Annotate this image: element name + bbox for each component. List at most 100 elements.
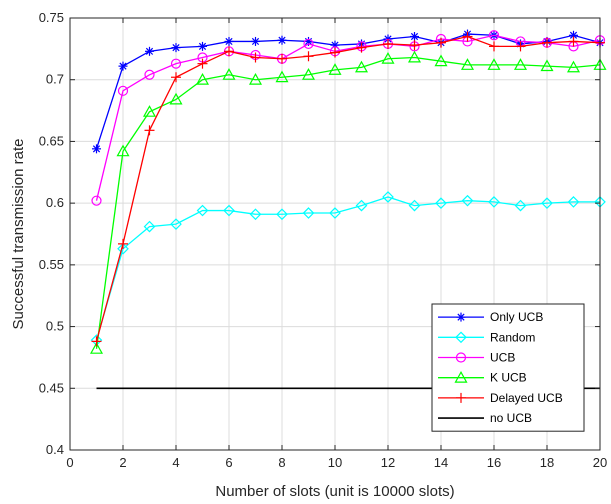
- x-axis-title: Number of slots (unit is 10000 slots): [215, 483, 454, 500]
- data-point-circle: [91, 195, 102, 206]
- x-tick-label: 8: [278, 455, 285, 470]
- data-point-plus: [118, 238, 128, 249]
- data-point-triangle: [566, 60, 581, 73]
- x-tick-label: 0: [66, 455, 73, 470]
- x-tick-label: 10: [328, 455, 342, 470]
- y-tick-label: 0.75: [39, 10, 64, 25]
- legend-label: Only UCB: [490, 310, 543, 324]
- series-k-ucb: [89, 50, 607, 354]
- data-point-plus: [383, 38, 393, 49]
- data-point-diamond: [461, 194, 474, 207]
- data-point-diamond: [117, 242, 129, 255]
- legend-item: Random: [438, 330, 535, 344]
- data-point-diamond: [514, 199, 527, 212]
- data-point-circle: [144, 69, 155, 80]
- data-point-diamond: [382, 191, 394, 203]
- x-tick-label: 16: [487, 455, 501, 470]
- legend-label: Random: [490, 330, 535, 344]
- x-tick-label: 6: [225, 455, 232, 470]
- data-point-triangle: [513, 58, 528, 70]
- data-point-asterisk: [277, 35, 287, 45]
- legend-item: Only UCB: [438, 310, 543, 324]
- data-point-asterisk: [92, 144, 101, 154]
- x-tick-label: 14: [434, 455, 448, 470]
- series-line: [95, 56, 601, 349]
- data-point-triangle: [116, 144, 130, 157]
- data-point-asterisk: [224, 36, 234, 46]
- x-tick-label: 20: [593, 455, 607, 470]
- y-tick-label: 0.5: [46, 319, 64, 334]
- data-point-plus: [568, 36, 579, 47]
- y-axis-title: Successful transmission rate: [10, 139, 27, 330]
- x-tick-label: 2: [119, 455, 126, 470]
- data-point-triangle: [540, 59, 554, 72]
- data-point-circle: [303, 38, 314, 50]
- legend-label: K UCB: [490, 371, 527, 385]
- data-point-diamond: [541, 197, 553, 209]
- series-layer: [89, 29, 607, 390]
- data-point-asterisk: [251, 36, 260, 46]
- data-point-triangle: [454, 370, 468, 383]
- data-point-asterisk: [410, 32, 419, 42]
- legend-label: no UCB: [490, 411, 532, 425]
- data-point-circle: [455, 352, 467, 363]
- y-tick-label: 0.4: [46, 442, 64, 457]
- data-point-plus: [277, 53, 287, 64]
- data-point-triangle: [222, 68, 236, 80]
- legend-item: Delayed UCB: [438, 391, 563, 405]
- data-point-triangle: [248, 72, 263, 85]
- data-point-plus: [224, 46, 234, 57]
- data-point-triangle: [169, 92, 183, 105]
- data-point-diamond: [249, 208, 262, 221]
- legend-item: UCB: [438, 351, 515, 365]
- data-point-triangle: [89, 342, 104, 354]
- data-point-triangle: [354, 60, 369, 73]
- data-point-plus: [303, 51, 314, 62]
- data-point-plus: [197, 58, 208, 69]
- x-tick-label: 18: [540, 455, 554, 470]
- data-point-plus: [462, 31, 473, 42]
- data-point-diamond: [302, 207, 315, 219]
- data-point-plus: [456, 392, 466, 403]
- y-tick-label: 0.55: [39, 257, 64, 272]
- legend-item: K UCB: [438, 371, 527, 385]
- data-point-plus: [542, 37, 552, 48]
- data-point-plus: [356, 42, 367, 53]
- data-point-plus: [409, 40, 420, 51]
- data-point-triangle: [328, 63, 342, 75]
- y-tick-label: 0.7: [46, 72, 64, 87]
- data-point-triangle: [142, 105, 157, 117]
- data-point-circle: [488, 30, 500, 41]
- data-point-asterisk: [198, 41, 207, 51]
- data-point-plus: [250, 52, 261, 63]
- data-point-circle: [170, 58, 182, 69]
- data-point-diamond: [329, 207, 341, 219]
- data-point-asterisk: [456, 312, 466, 322]
- legend: Only UCB Random UCB K UCB Delayed UCB no UCB: [431, 303, 585, 432]
- y-tick-label: 0.65: [39, 133, 64, 148]
- data-point-diamond: [435, 197, 447, 209]
- data-point-diamond: [196, 204, 209, 217]
- data-point-plus: [515, 41, 526, 52]
- data-point-diamond: [488, 196, 500, 208]
- x-tick-label: 4: [172, 455, 179, 470]
- data-point-diamond: [170, 218, 182, 230]
- data-point-diamond: [408, 199, 421, 212]
- data-point-circle: [117, 85, 129, 96]
- data-point-triangle: [195, 72, 210, 85]
- data-point-asterisk: [118, 61, 128, 71]
- data-point-triangle: [434, 54, 448, 67]
- data-point-triangle: [487, 58, 501, 70]
- data-point-plus: [171, 72, 181, 83]
- data-point-diamond: [355, 199, 368, 212]
- data-point-plus: [330, 47, 340, 58]
- legend-label: Delayed UCB: [490, 391, 563, 405]
- y-tick-label: 0.45: [39, 380, 64, 395]
- data-point-diamond: [455, 331, 467, 344]
- data-point-diamond: [223, 204, 235, 217]
- axis-ticks: 0 2 4 6 8 10 12 14 16 18 20 0.4 0.45 0.5 0.55 0.6 0.65 0.…: [39, 10, 608, 470]
- y-tick-label: 0.6: [46, 195, 64, 210]
- data-point-triangle: [381, 51, 395, 64]
- data-point-asterisk: [171, 43, 181, 53]
